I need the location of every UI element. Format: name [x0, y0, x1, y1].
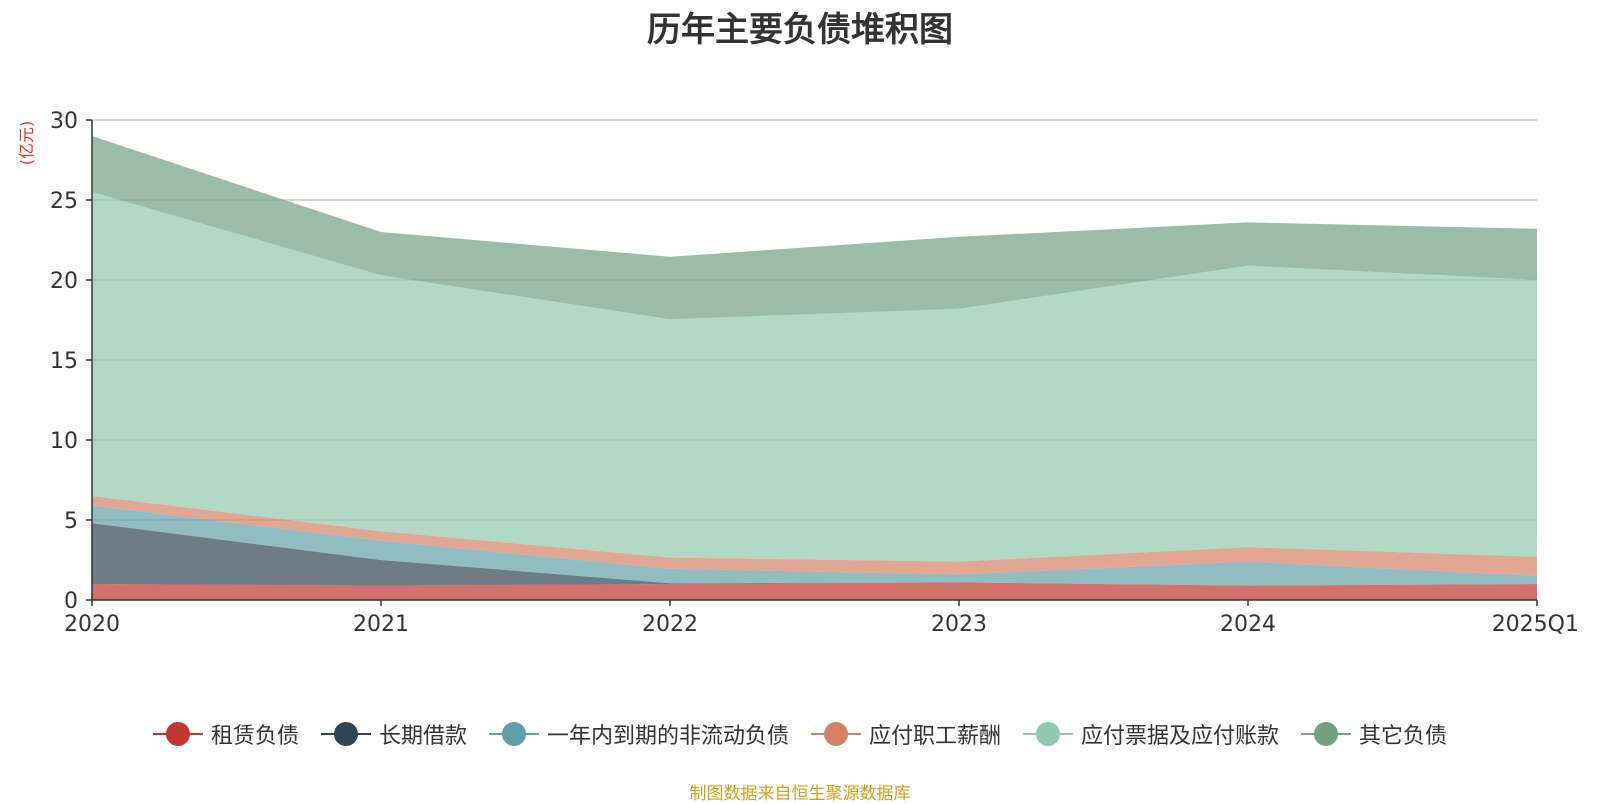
legend-marker-icon — [488, 722, 539, 746]
x-tick-label-0: 2020 — [64, 612, 120, 637]
series-area-4 — [92, 192, 1537, 562]
y-tick-label-20: 20 — [50, 269, 78, 294]
x-tick-label-4: 2024 — [1220, 612, 1276, 637]
y-tick-label-0: 0 — [64, 589, 78, 614]
legend-marker-icon — [1301, 722, 1352, 746]
y-unit-label: (亿元) — [17, 121, 36, 166]
y-tick-label-10: 10 — [50, 429, 78, 454]
y-tick-label-30: 30 — [50, 109, 78, 134]
legend-item-2[interactable]: 一年内到期的非流动负债 — [488, 718, 789, 750]
chart-title: 历年主要负债堆积图 — [647, 10, 953, 50]
legend-label: 其它负债 — [1359, 724, 1448, 749]
x-tick-label-5: 2025Q1 — [1492, 612, 1579, 637]
series-area-3 — [92, 496, 1537, 576]
series-area-0 — [92, 582, 1537, 600]
y-tick-label-25: 25 — [50, 189, 78, 214]
legend-label: 长期借款 — [378, 724, 467, 749]
legend: 租赁负债 长期借款 一年内到期的非流动负债 应付职工薪酬 应付票据及应付账款 其它负债 — [0, 718, 1600, 750]
legend-item-4[interactable]: 应付票据及应付账款 — [1023, 718, 1279, 750]
series-area-1 — [92, 523, 1537, 586]
legend-label: 应付职工薪酬 — [869, 724, 1002, 749]
series-area-2 — [92, 505, 1537, 586]
legend-marker-icon — [152, 722, 203, 746]
legend-item-1[interactable]: 长期借款 — [320, 718, 467, 750]
y-tick-label-15: 15 — [50, 349, 78, 374]
series-areas — [92, 136, 1537, 600]
legend-label: 租赁负债 — [210, 724, 299, 749]
legend-item-5[interactable]: 其它负债 — [1301, 718, 1447, 750]
legend-label: 应付票据及应付账款 — [1081, 724, 1280, 749]
axes: 0 5 10 15 20 25 30 2020 2021 2022 2023 2024 2025Q1 — [50, 109, 1579, 637]
legend-marker-icon — [811, 722, 861, 746]
legend-label: 一年内到期的非流动负债 — [546, 724, 789, 749]
source-note: 制图数据来自恒生聚源数据库 — [689, 784, 911, 804]
x-tick-label-1: 2021 — [353, 612, 409, 637]
legend-marker-icon — [320, 722, 371, 746]
legend-item-3[interactable]: 应付职工薪酬 — [811, 718, 1001, 750]
x-tick-label-3: 2023 — [931, 612, 987, 637]
legend-item-0[interactable]: 租赁负债 — [152, 718, 299, 750]
x-tick-label-2: 2022 — [642, 612, 698, 637]
y-tick-label-5: 5 — [64, 509, 78, 534]
series-area-5 — [92, 136, 1537, 320]
legend-marker-icon — [1023, 722, 1074, 746]
